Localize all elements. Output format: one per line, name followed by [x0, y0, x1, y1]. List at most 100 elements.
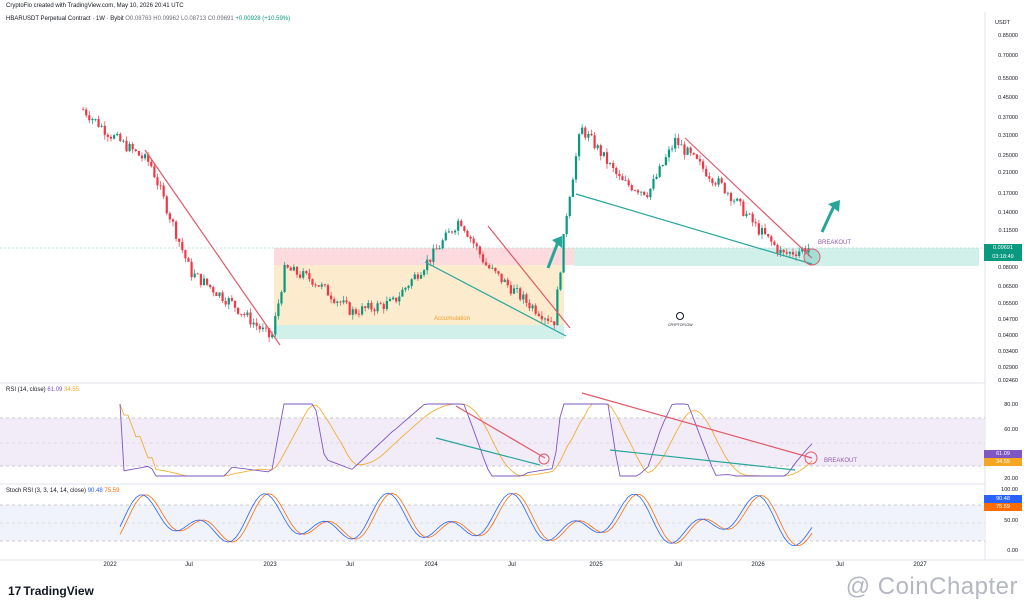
- candle-body: [261, 327, 264, 330]
- candle-body: [683, 144, 686, 155]
- rsi-breakout-circle-2: [804, 451, 818, 465]
- price-tick: 0.14000: [998, 210, 1018, 216]
- candle-body: [472, 238, 475, 244]
- candle-body: [506, 279, 509, 286]
- candle-body: [249, 312, 252, 325]
- candle-body: [457, 220, 460, 231]
- candle-body: [643, 191, 646, 195]
- candle-body: [354, 309, 357, 314]
- candle-body: [723, 182, 726, 194]
- candle-body: [577, 134, 581, 157]
- candle-body: [292, 266, 295, 271]
- price-tick: 0.17000: [998, 191, 1018, 197]
- symbol-name[interactable]: HBARUSDT Perpetual Contract · 1W · Bybit: [6, 16, 124, 22]
- candle-body: [178, 238, 181, 242]
- candle-body: [153, 166, 156, 178]
- candle-body: [528, 302, 531, 309]
- downtrend-line-3[interactable]: [684, 137, 813, 259]
- downtrend-line-2[interactable]: [487, 225, 571, 329]
- candle-body: [478, 246, 481, 255]
- candle-body: [112, 135, 116, 139]
- breakout-circle: [803, 248, 821, 266]
- candle-body: [407, 285, 410, 288]
- rsi-trendline-red-1[interactable]: [455, 405, 546, 459]
- accumulation-zone: [274, 265, 564, 325]
- price-tick: 0.25000: [998, 153, 1018, 159]
- price-tick: 0.05500: [998, 301, 1018, 307]
- rsi-tag: 61.09: [984, 450, 1022, 458]
- rsi-trendline-green-2[interactable]: [609, 449, 796, 471]
- stoch-k-value: 90.48: [87, 488, 103, 494]
- candle-body: [283, 264, 286, 293]
- candle-body: [252, 322, 255, 325]
- candle-body: [348, 302, 351, 315]
- candle-body: [794, 254, 798, 256]
- price-tick: 0.31000: [998, 133, 1018, 139]
- candle-body: [680, 144, 683, 146]
- candle-body: [143, 154, 147, 159]
- candle-body: [590, 133, 593, 136]
- rsi-title[interactable]: RSI (14, close) 61.09 34.55: [6, 387, 80, 393]
- candle-body: [556, 289, 559, 326]
- candle-body: [125, 140, 128, 152]
- cryptoflow-logo: CRYPTOFLOW: [668, 312, 693, 327]
- time-tick: Jul: [185, 562, 193, 568]
- rsi-ma-value: 34.55: [64, 387, 80, 393]
- candle-body: [550, 320, 553, 322]
- candle-body: [615, 168, 618, 174]
- candle-body: [128, 143, 131, 152]
- currency-label[interactable]: USDT: [995, 20, 1010, 26]
- candle-body: [212, 287, 215, 293]
- candle-body: [807, 248, 810, 253]
- candle-body: [258, 325, 261, 330]
- candle-body: [271, 334, 274, 338]
- candle-body: [546, 318, 550, 321]
- candle-body: [168, 213, 171, 220]
- candle-body: [605, 152, 609, 164]
- candle-body: [286, 264, 289, 268]
- candle-body: [627, 180, 630, 186]
- candle-body: [429, 259, 432, 262]
- candle-body: [401, 289, 404, 297]
- stoch-k-line: [119, 492, 813, 546]
- candle-body: [391, 297, 395, 300]
- candle-body: [670, 148, 674, 150]
- rsi-band: [0, 418, 985, 466]
- rsi-trendline-green-1[interactable]: [435, 437, 541, 466]
- candle-body: [770, 236, 773, 242]
- candle-body: [351, 309, 354, 315]
- candle-body: [475, 243, 478, 247]
- wedge-support-2[interactable]: [575, 193, 813, 265]
- candle-body: [190, 261, 193, 278]
- rsi-ma-tag: 34.55: [984, 458, 1022, 466]
- price-tick: 0.70000: [998, 53, 1018, 59]
- rsi-trendline-red-2[interactable]: [581, 392, 813, 459]
- time-tick: Jul: [346, 562, 354, 568]
- candle-body: [748, 213, 751, 215]
- ohlc-open: O0.08763: [125, 16, 152, 22]
- candle-body: [215, 292, 218, 296]
- candle-body: [785, 252, 788, 254]
- candle-body: [639, 191, 643, 193]
- candle-body: [100, 125, 103, 127]
- candle-body: [630, 185, 633, 191]
- time-tick: 2022: [103, 562, 117, 568]
- candle-body: [267, 328, 271, 338]
- candle-body: [804, 248, 807, 253]
- downtrend-line-1[interactable]: [144, 149, 281, 346]
- candle-body: [224, 300, 227, 305]
- candle-body: [491, 267, 494, 269]
- tradingview-brand[interactable]: 17 TradingView: [8, 584, 94, 598]
- wedge-support-1[interactable]: [424, 261, 567, 337]
- candle-body: [692, 152, 695, 155]
- candle-body: [763, 227, 767, 235]
- candle-body: [488, 265, 491, 269]
- candle-body: [159, 185, 162, 187]
- candle-body: [624, 180, 627, 181]
- candle-body: [150, 161, 153, 167]
- candle-body: [240, 313, 243, 315]
- resistance-zone: [274, 248, 574, 265]
- stoch-title[interactable]: Stoch RSI (3, 3, 14, 14, close) 90.48 75…: [6, 488, 120, 494]
- candle-body: [540, 315, 543, 320]
